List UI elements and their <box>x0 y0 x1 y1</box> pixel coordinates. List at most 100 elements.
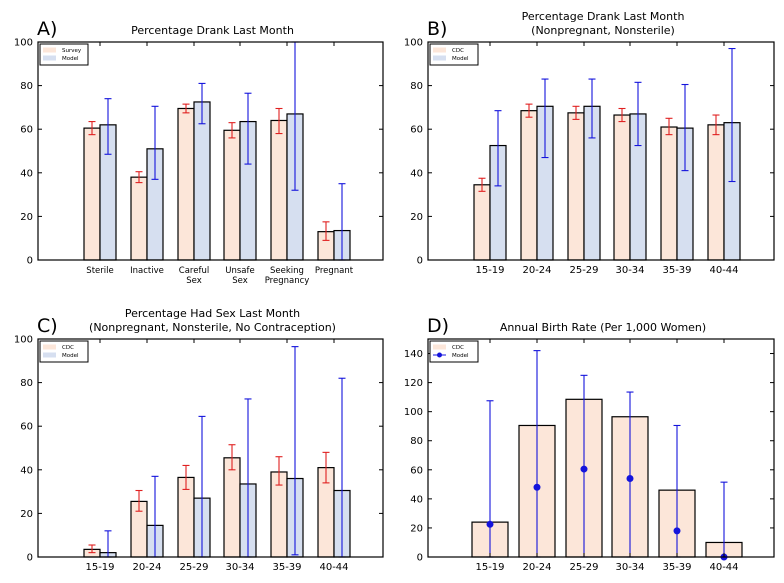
x-tick-label: 15-19 <box>85 562 114 573</box>
x-tick-label: Pregnant <box>315 266 354 276</box>
x-tick-label: 25-29 <box>569 265 598 276</box>
y-tick-label: 40 <box>410 168 423 179</box>
legend: CDC Model <box>39 340 89 363</box>
bar-survey-4 <box>223 129 241 261</box>
legend-label: Model <box>62 56 79 62</box>
y-tick-label: 100 <box>14 335 33 346</box>
point-model-3 <box>580 465 588 473</box>
point-model-2 <box>533 483 541 491</box>
chart-title: Percentage Drank Last Month <box>522 10 685 23</box>
legend: CDC Model <box>429 43 479 66</box>
chart-title: Annual Birth Rate (Per 1,000 Women) <box>500 321 706 334</box>
chart-panel-4: D) Annual Birth Rate (Per 1,000 Women) 0 20… <box>404 315 775 573</box>
y-tick-label: 20 <box>410 523 423 534</box>
y-tick-label: 100 <box>404 407 423 418</box>
chart-panel-2: B) Percentage Drank Last Month(Nonpregnan… <box>404 10 775 276</box>
plot-frame <box>37 41 384 261</box>
bar-survey-3 <box>177 107 195 261</box>
x-tick-label: Sex <box>232 276 248 286</box>
legend-label: CDC <box>62 345 74 351</box>
panel-label: D) <box>427 315 449 337</box>
x-tick-label: 40-44 <box>709 265 738 276</box>
legend-label: Model <box>62 353 79 359</box>
x-tick-label: 30-34 <box>615 265 644 276</box>
y-tick-label: 40 <box>20 168 33 179</box>
legend-label: Model <box>452 353 469 359</box>
legend-swatch <box>433 55 446 61</box>
plot-frame <box>427 338 775 558</box>
y-tick-label: 100 <box>404 38 423 49</box>
bar-survey-5 <box>270 119 288 261</box>
legend-swatch <box>433 47 446 53</box>
legend-swatch <box>43 47 56 53</box>
legend-label: CDC <box>452 345 464 351</box>
bar-model-3 <box>193 101 211 261</box>
plot-frame <box>37 338 384 558</box>
y-tick-label: 80 <box>410 436 423 447</box>
legend: CDC Model <box>429 340 479 363</box>
x-tick-label: 40-44 <box>709 562 738 573</box>
bar-cdc-6 <box>707 124 725 261</box>
y-tick-label: 80 <box>20 378 33 389</box>
legend-label: CDC <box>452 48 464 54</box>
x-tick-label: 30-34 <box>615 562 644 573</box>
y-tick-label: 0 <box>27 553 33 564</box>
legend-swatch <box>43 352 56 358</box>
x-tick-label: 35-39 <box>272 562 301 573</box>
y-tick-label: 20 <box>20 212 33 223</box>
x-tick-label: 20-24 <box>522 562 551 573</box>
x-tick-label: Sterile <box>86 266 113 276</box>
y-tick-label: 60 <box>20 422 33 433</box>
legend-swatch <box>43 344 56 350</box>
chart-panel-1: A) Percentage Drank Last Month 0 20 40 60 80 10… <box>14 18 384 286</box>
y-tick-label: 140 <box>404 349 423 360</box>
x-tick-label: 35-39 <box>662 562 691 573</box>
y-tick-label: 40 <box>20 465 33 476</box>
y-tick-label: 60 <box>410 465 423 476</box>
panel-label: A) <box>37 18 57 40</box>
x-tick-label: 15-19 <box>475 562 504 573</box>
chart-title: (Nonpregnant, Nonsterile) <box>531 24 675 37</box>
x-tick-label: 40-44 <box>319 562 348 573</box>
y-tick-label: 0 <box>417 553 423 564</box>
y-tick-label: 0 <box>27 256 33 267</box>
y-tick-label: 80 <box>410 81 423 92</box>
y-tick-label: 20 <box>410 212 423 223</box>
panel-label: C) <box>37 315 58 337</box>
y-tick-label: 20 <box>20 509 33 520</box>
x-tick-label: Pregnancy <box>265 276 310 286</box>
chart-panel-3: C) Percentage Had Sex Last Month(Nonpregn… <box>14 307 384 573</box>
legend-label: Model <box>452 56 469 62</box>
bar-cdc-3 <box>567 112 585 261</box>
y-tick-label: 100 <box>14 38 33 49</box>
x-tick-label: Sex <box>186 276 202 286</box>
point-model-5 <box>673 527 681 535</box>
legend-swatch <box>43 55 56 61</box>
chart-title: (Nonpregnant, Nonsterile, No Contracepti… <box>89 321 336 334</box>
bar-cdc-5 <box>660 126 678 261</box>
y-tick-label: 120 <box>404 378 423 389</box>
x-tick-label: 25-29 <box>569 562 598 573</box>
bar-cdc-2 <box>520 110 538 261</box>
x-tick-label: 30-34 <box>225 562 254 573</box>
y-tick-label: 80 <box>20 81 33 92</box>
y-tick-label: 0 <box>417 256 423 267</box>
legend: Survey Model <box>39 43 89 66</box>
legend-swatch <box>433 344 446 350</box>
y-tick-label: 40 <box>410 494 423 505</box>
x-tick-label: 35-39 <box>662 265 691 276</box>
point-model-1 <box>486 520 494 528</box>
y-tick-label: 60 <box>410 125 423 136</box>
panel-label: B) <box>427 18 447 40</box>
bar-cdc-4 <box>223 457 241 558</box>
x-tick-label: 20-24 <box>132 562 161 573</box>
x-tick-label: Seeking <box>270 266 304 276</box>
x-tick-label: 15-19 <box>475 265 504 276</box>
x-tick-label: Inactive <box>130 266 164 276</box>
legend-label: Survey <box>62 48 82 54</box>
y-tick-label: 60 <box>20 125 33 136</box>
bar-cdc-4 <box>613 114 631 261</box>
legend-marker <box>437 352 442 358</box>
chart-title: Percentage Had Sex Last Month <box>125 307 300 320</box>
